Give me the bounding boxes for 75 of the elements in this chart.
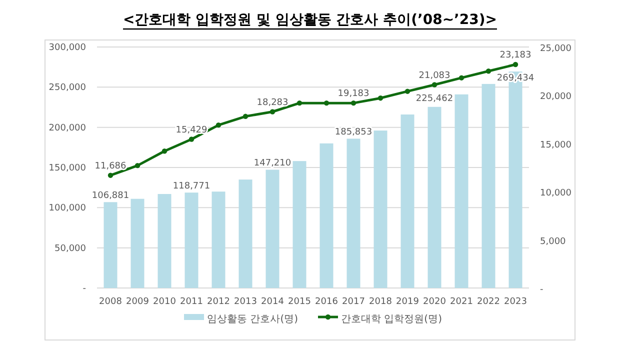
bar <box>400 114 414 288</box>
y-tick-label: 250,000 <box>48 83 86 94</box>
point <box>404 88 410 94</box>
point <box>296 100 302 106</box>
x-tick-label: 2021 <box>450 297 473 307</box>
x-tick-label: 2014 <box>261 297 284 307</box>
bar <box>158 194 172 288</box>
data-label: 225,462 <box>416 94 454 104</box>
legend-label: 임상활동 간호사(명) <box>207 314 298 325</box>
point <box>188 136 194 142</box>
bar <box>104 202 118 288</box>
point <box>324 100 330 106</box>
y-tick-label: 150,000 <box>48 164 86 174</box>
data-label: 118,771 <box>172 182 210 192</box>
data-label: 15,429 <box>176 125 208 136</box>
point <box>486 68 492 74</box>
data-label: 11,686 <box>94 161 127 172</box>
x-tick-label: 2015 <box>288 297 311 307</box>
bar <box>374 130 388 288</box>
bar <box>130 198 144 288</box>
x-tick-label: 2018 <box>369 297 392 307</box>
y-tick-label: 100,000 <box>48 204 86 214</box>
y2-tick-label: 5,000 <box>540 236 566 247</box>
y2-tick-label: 25,000 <box>540 44 572 54</box>
point <box>350 100 356 106</box>
x-tick-label: 2020 <box>423 297 446 307</box>
bar <box>266 170 280 288</box>
bar <box>482 84 496 288</box>
y2-tick-label: 15,000 <box>540 140 572 150</box>
y-tick-label: 50,000 <box>54 244 86 254</box>
point <box>270 109 276 114</box>
bar <box>428 106 442 288</box>
x-tick-label: 2016 <box>315 297 338 307</box>
y2-tick-label: 20,000 <box>540 92 572 102</box>
point <box>242 114 248 120</box>
data-label: 185,853 <box>334 128 372 138</box>
data-label: 21,083 <box>418 70 450 81</box>
x-tick-label: 2009 <box>126 297 150 307</box>
point <box>162 148 168 154</box>
point <box>512 62 518 68</box>
bar <box>292 161 306 288</box>
bar <box>346 138 360 288</box>
bar <box>212 192 226 288</box>
x-tick-label: 2011 <box>180 297 203 307</box>
x-tick-label: 2012 <box>207 297 230 307</box>
point <box>108 172 114 178</box>
y-tick-label: 200,000 <box>48 123 86 134</box>
x-tick-label: 2008 <box>99 297 122 307</box>
data-label: 147,210 <box>254 158 292 169</box>
x-tick-label: 2010 <box>153 297 176 307</box>
data-label: 19,183 <box>338 89 370 100</box>
point <box>458 75 464 80</box>
x-tick-label: 2013 <box>234 297 257 307</box>
bar <box>184 192 198 288</box>
x-tick-label: 2023 <box>504 297 527 307</box>
bar <box>320 143 334 288</box>
data-label: 23,183 <box>500 50 532 61</box>
point <box>216 122 222 128</box>
point <box>432 82 438 88</box>
data-label: 269,434 <box>496 74 534 84</box>
point <box>134 162 140 168</box>
y2-tick-label: 10,000 <box>540 188 572 199</box>
y2-tick-label: - <box>540 285 544 295</box>
y-tick-label: 300,000 <box>48 43 86 53</box>
y-tick-label: - <box>82 284 86 294</box>
chart-title: <간호대학 입학정원 및 임상활동 간호사 추이(’08~’23)> <box>123 12 497 28</box>
data-label: 106,881 <box>92 191 130 202</box>
point <box>378 95 384 101</box>
data-label: 18,283 <box>256 98 288 108</box>
bar <box>454 94 468 288</box>
bar <box>238 180 252 288</box>
x-tick-label: 2017 <box>342 297 365 307</box>
legend-label: 간호대학 입학정원(명) <box>341 314 442 325</box>
x-tick-label: 2019 <box>396 297 420 307</box>
x-tick-label: 2022 <box>477 297 500 307</box>
